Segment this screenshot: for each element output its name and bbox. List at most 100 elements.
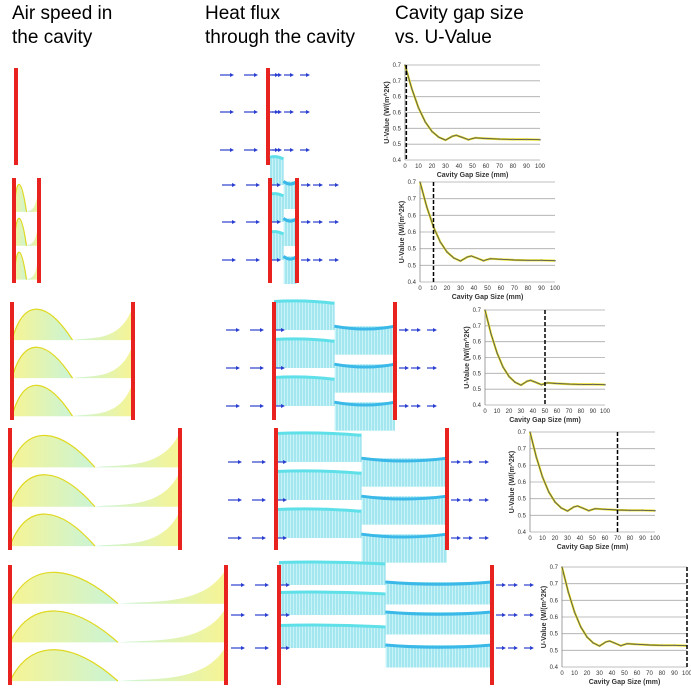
x-tick-label: 40 bbox=[609, 671, 616, 677]
arrow-head-icon bbox=[306, 110, 310, 114]
data-point bbox=[526, 380, 528, 383]
arrow-head-icon bbox=[530, 613, 534, 617]
air-speed-curve bbox=[11, 346, 74, 379]
arrow-head-icon bbox=[469, 536, 473, 540]
data-point bbox=[455, 134, 458, 137]
x-tick-label: 30 bbox=[518, 409, 525, 415]
data-point bbox=[573, 611, 576, 613]
y-tick-label: 0.7 bbox=[518, 430, 527, 436]
arrow-head-icon bbox=[433, 328, 437, 332]
heat-flux-edge bbox=[273, 375, 335, 381]
header-line: the cavity bbox=[12, 27, 93, 48]
y-axis-label: U-Value (W/(m^2K) bbox=[463, 326, 471, 388]
cavity-wall bbox=[295, 178, 299, 283]
y-tick-label: 0.6 bbox=[550, 598, 559, 604]
arrow-head-icon bbox=[278, 73, 282, 77]
cavity-wall bbox=[8, 565, 12, 685]
heat-flux-edge bbox=[273, 337, 335, 343]
air-speed-curve bbox=[11, 384, 74, 417]
heat-flux-edge bbox=[385, 580, 493, 586]
data-point bbox=[529, 379, 532, 382]
x-axis-label: Cavity Gap Size (mm) bbox=[452, 294, 524, 301]
u-value-chart: 0.7 0.7 0.6 0.6 0.5 0.5 0.40 10 20 30 40 50 60 70 80 90… bbox=[463, 308, 611, 424]
x-tick-label: 0 bbox=[528, 536, 532, 542]
data-point bbox=[604, 508, 606, 511]
cavity-wall bbox=[490, 565, 494, 685]
data-point bbox=[466, 256, 469, 258]
y-tick-label: 0.7 bbox=[518, 447, 527, 453]
arrow-head-icon bbox=[405, 366, 409, 370]
y-tick-label: 0.6 bbox=[518, 463, 527, 469]
arrow-head-icon bbox=[281, 366, 285, 370]
data-point bbox=[587, 509, 590, 512]
heat-flux-band bbox=[279, 625, 386, 648]
header-line: vs. U-Value bbox=[395, 27, 492, 48]
data-point bbox=[581, 507, 584, 509]
air-speed-curve bbox=[9, 610, 119, 643]
cavity-wall bbox=[274, 428, 278, 550]
heat-flux-edge bbox=[361, 456, 448, 463]
x-tick-label: 50 bbox=[484, 286, 491, 292]
heat-flux-edge bbox=[385, 643, 493, 649]
data-point bbox=[484, 309, 486, 311]
arrow-head-icon bbox=[283, 460, 287, 464]
data-point bbox=[444, 139, 447, 141]
x-tick-label: 70 bbox=[566, 409, 573, 415]
y-tick-label: 0.5 bbox=[473, 371, 482, 377]
air-speed-profile bbox=[10, 607, 226, 643]
u-value-curve-highlight bbox=[528, 431, 656, 513]
u-value-chart: 0.7 0.7 0.6 0.6 0.5 0.5 0.40 10 20 30 40 50 60 70 80 90… bbox=[398, 180, 561, 301]
air-speed-curve bbox=[9, 513, 96, 547]
arrow-head-icon bbox=[238, 498, 242, 502]
heat-flux-band bbox=[385, 645, 492, 668]
arrow-head-icon bbox=[417, 328, 421, 332]
x-tick-label: 30 bbox=[564, 536, 571, 542]
arrow-head-icon bbox=[485, 460, 489, 464]
u-value-chart: 0.7 0.7 0.6 0.6 0.5 0.5 0.40 10 20 30 40 50 60 70 80 90… bbox=[383, 63, 546, 179]
arrow-head-icon bbox=[514, 583, 518, 587]
data-point bbox=[500, 258, 502, 261]
arrow-head-icon bbox=[319, 183, 323, 187]
x-tick-label: 20 bbox=[506, 409, 513, 415]
y-tick-label: 0.7 bbox=[473, 324, 482, 330]
y-tick-label: 0.6 bbox=[393, 95, 402, 101]
y-tick-label: 0.7 bbox=[408, 180, 417, 186]
air-speed-profile bbox=[10, 510, 180, 547]
heat-flux-band bbox=[334, 326, 395, 355]
air-speed-profile bbox=[12, 305, 133, 341]
heat-flux-band bbox=[274, 339, 335, 368]
air-speed-profile bbox=[12, 343, 133, 379]
x-tick-label: 30 bbox=[596, 671, 603, 677]
y-tick-label: 0.6 bbox=[408, 213, 417, 219]
arrow-head-icon bbox=[469, 460, 473, 464]
arrow-head-icon bbox=[238, 536, 242, 540]
heat-flux-edge bbox=[275, 507, 362, 513]
arrow-head-icon bbox=[530, 583, 534, 587]
x-tick-label: 0 bbox=[403, 164, 407, 170]
data-point bbox=[604, 383, 606, 386]
data-point bbox=[576, 505, 579, 507]
data-point bbox=[594, 507, 596, 510]
arrow-head-icon bbox=[236, 404, 240, 408]
data-point bbox=[508, 375, 510, 378]
data-point bbox=[437, 136, 440, 138]
arrow-head-icon bbox=[256, 183, 260, 187]
arrow-head-icon bbox=[277, 220, 281, 224]
y-tick-label: 0.6 bbox=[408, 230, 417, 236]
cavity-wall bbox=[277, 565, 281, 685]
x-tick-label: 60 bbox=[634, 671, 641, 677]
air-speed-profile bbox=[14, 249, 39, 280]
arrow-head-icon bbox=[236, 328, 240, 332]
x-tick-label: 80 bbox=[627, 536, 634, 542]
data-point bbox=[568, 383, 570, 385]
y-tick-label: 0.5 bbox=[550, 648, 559, 654]
data-point bbox=[460, 136, 463, 138]
y-tick-label: 0.4 bbox=[550, 665, 559, 671]
y-tick-label: 0.7 bbox=[473, 308, 482, 314]
cavity-wall bbox=[266, 68, 270, 165]
cavity-wall bbox=[14, 68, 18, 165]
u-value-chart: 0.7 0.7 0.6 0.6 0.5 0.5 0.40 10 20 30 40 50 60 70 80 90… bbox=[508, 430, 661, 551]
heat-flux-edge bbox=[278, 590, 386, 596]
data-point bbox=[535, 456, 538, 458]
data-point bbox=[619, 644, 622, 647]
